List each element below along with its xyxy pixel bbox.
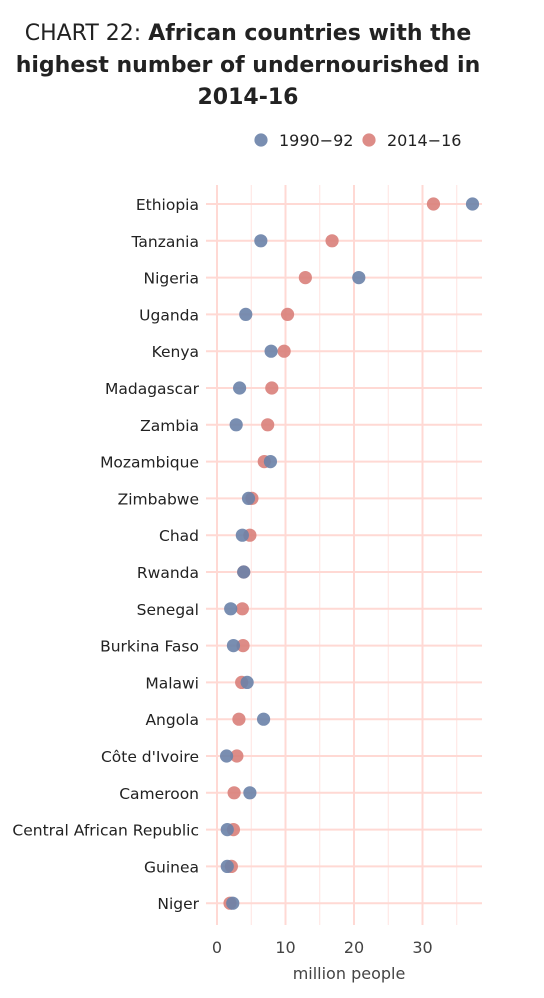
- legend-label: 1990−92: [279, 131, 353, 150]
- grid-layer: [206, 185, 482, 925]
- legend-marker: [254, 133, 268, 147]
- dot-1990-92: [220, 859, 234, 874]
- x-tick-label: 0: [212, 938, 222, 957]
- dot-1990-92: [237, 565, 251, 579]
- dot-1990-92: [243, 786, 257, 800]
- chart-title-prefix: CHART 22:: [24, 21, 142, 46]
- x-tick-label: 10: [275, 938, 295, 957]
- dot-1990-92: [254, 234, 268, 248]
- legend-label: 2014−16: [387, 131, 461, 150]
- dot-1990-92: [264, 344, 278, 358]
- x-tick-label: 30: [412, 938, 432, 957]
- y-tick-label: Mozambique: [100, 454, 199, 472]
- dot-2014-16: [230, 749, 244, 763]
- y-tick-label: Guinea: [144, 858, 199, 876]
- y-tick-label: Zimbabwe: [118, 490, 199, 508]
- y-tick-label: Rwanda: [137, 564, 199, 582]
- dot-1990-92: [241, 491, 256, 505]
- y-tick-label: Côte d'Ivoire: [101, 748, 199, 766]
- dot-2014-16: [325, 234, 339, 248]
- y-tick-label: Nigeria: [144, 270, 199, 288]
- x-axis-label: million people: [293, 964, 406, 983]
- dot-2014-16: [236, 639, 250, 653]
- dots-layer: [219, 197, 480, 910]
- dot-2014-16: [261, 418, 275, 432]
- dot-1990-92: [229, 418, 243, 432]
- dot-1990-92: [352, 271, 366, 285]
- dot-2014-16: [227, 786, 241, 800]
- chart-title: CHART 22: African countries with the hig…: [0, 18, 496, 114]
- y-tick-label: Central African Republic: [12, 822, 199, 840]
- y-tick-label: Malawi: [145, 674, 199, 692]
- dot-1990-92: [239, 307, 253, 321]
- y-tick-label: Angola: [145, 711, 199, 729]
- y-tick-label: Niger: [157, 895, 199, 913]
- dot-1990-92: [233, 381, 247, 395]
- dot-1990-92: [226, 639, 241, 653]
- dot-1990-92: [220, 823, 234, 837]
- y-tick-label: Uganda: [139, 306, 199, 324]
- dot-1990-92: [235, 528, 249, 542]
- y-tick-label: Cameroon: [119, 785, 199, 803]
- y-tick-label: Zambia: [140, 417, 199, 435]
- y-tick-label: Kenya: [152, 343, 199, 361]
- y-tick-label: Ethiopia: [136, 196, 199, 214]
- dot-1990-92: [465, 197, 480, 211]
- y-tick-label: Madagascar: [105, 380, 200, 398]
- dot-2014-16: [265, 381, 279, 395]
- dot-1990-92: [219, 749, 234, 763]
- legend: 1990−92 2014−16: [254, 131, 461, 150]
- dot-2014-16: [280, 307, 295, 321]
- y-tick-label: Tanzania: [131, 233, 200, 251]
- dot-1990-92: [224, 602, 238, 616]
- dot-2014-16: [277, 344, 291, 358]
- dot-2014-16: [426, 197, 441, 211]
- legend-marker: [362, 133, 376, 147]
- dot-2014-16: [235, 602, 249, 616]
- dot-1990-92: [256, 712, 271, 726]
- y-tick-label: Chad: [159, 527, 199, 545]
- labels-layer: Ethiopia Tanzania Nigeria Uganda Kenya Madaga…: [12, 196, 432, 957]
- dot-1990-92: [263, 455, 278, 469]
- dot-2014-16: [298, 271, 312, 285]
- dot-1990-92: [240, 675, 254, 690]
- y-tick-label: Senegal: [137, 601, 199, 619]
- dot-2014-16: [232, 712, 246, 726]
- dot-1990-92: [226, 896, 240, 910]
- x-tick-label: 20: [344, 938, 364, 957]
- chart-title-main: African countries with the highest numbe…: [15, 21, 481, 110]
- y-tick-label: Burkina Faso: [100, 638, 199, 656]
